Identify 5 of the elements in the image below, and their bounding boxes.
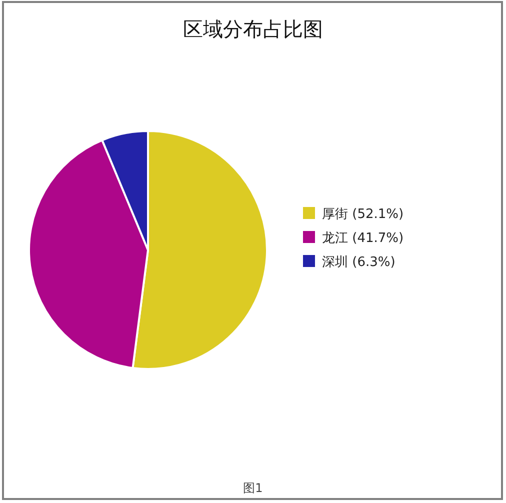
chart-title: 区域分布占比图: [183, 17, 323, 41]
legend-label: 龙江 (41.7%): [322, 231, 404, 246]
legend-label: 厚街 (52.1%): [322, 207, 404, 222]
legend-label: 深圳 (6.3%): [322, 255, 396, 270]
caption: 图1: [243, 481, 263, 495]
